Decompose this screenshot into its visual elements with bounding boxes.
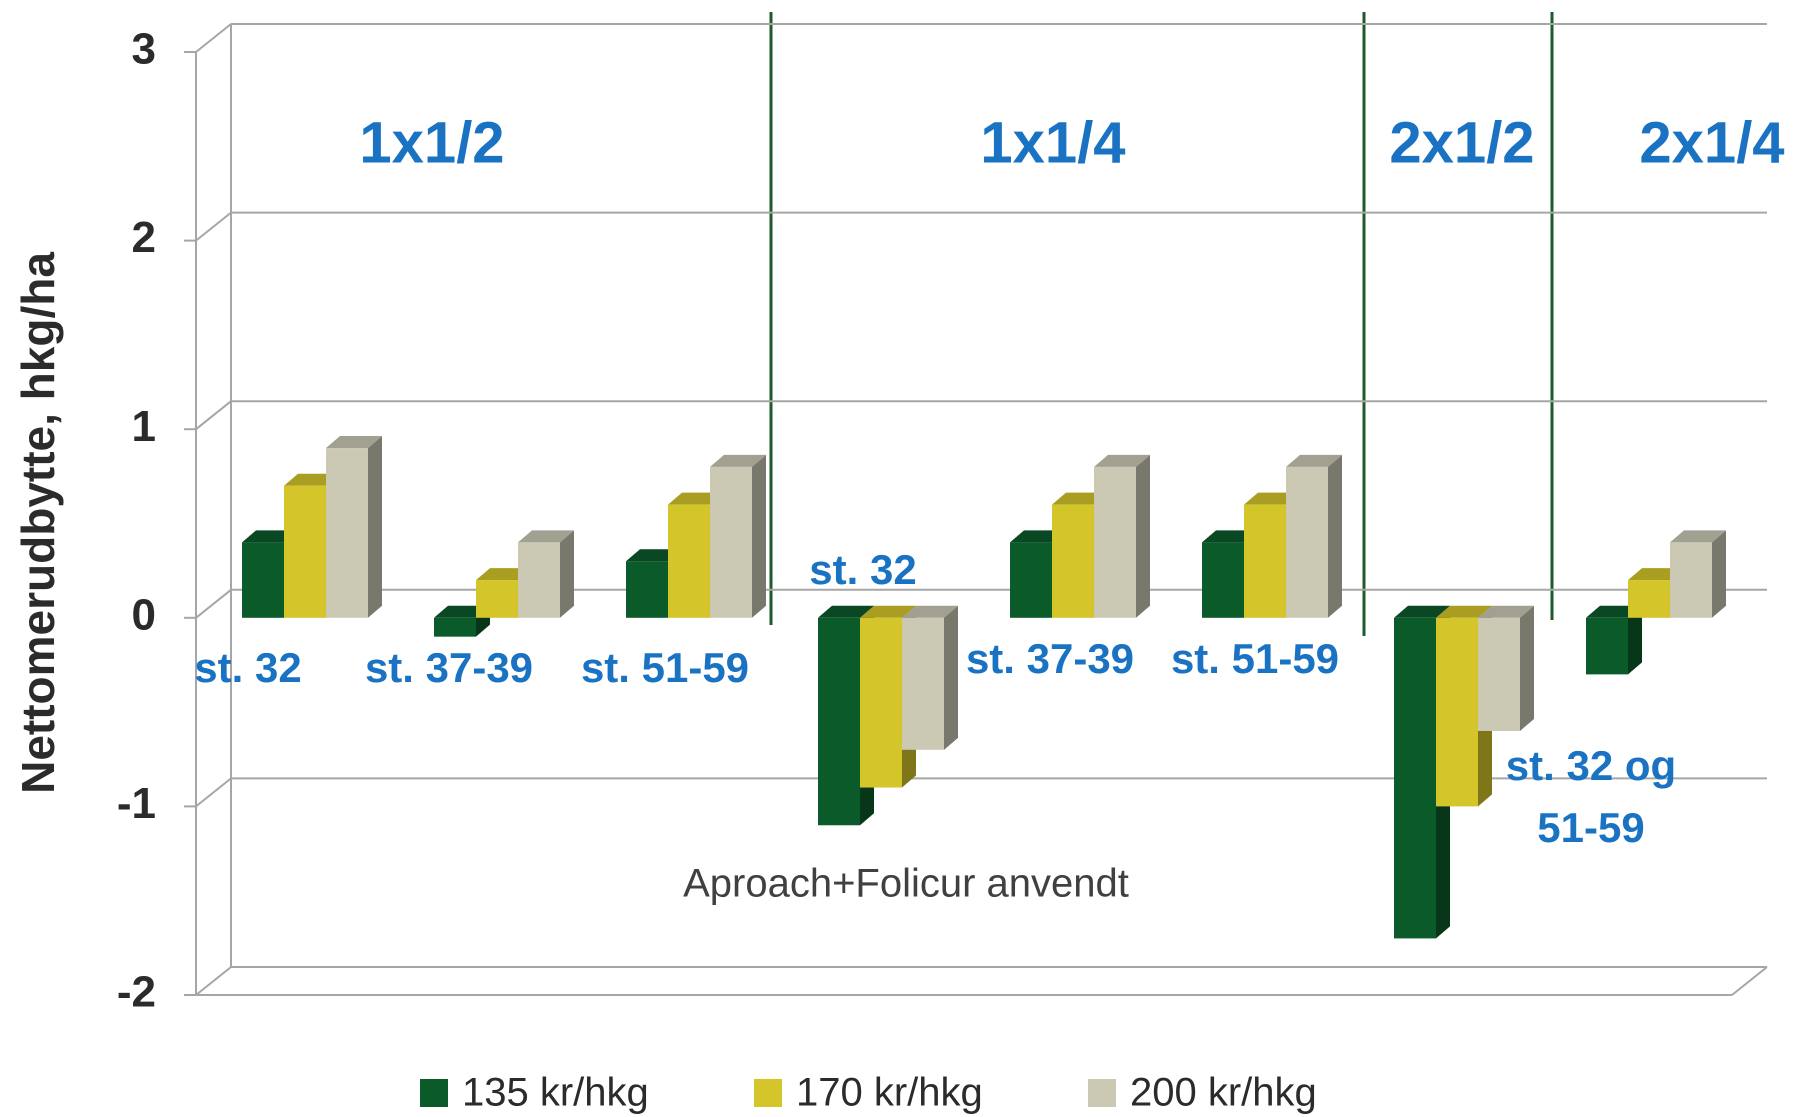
y-tick-label: -2 <box>117 968 156 1017</box>
bar <box>1052 504 1094 618</box>
y-axis-label: Nettomerudbytte, hkg/ha <box>12 252 64 794</box>
floor-right <box>1731 966 1768 996</box>
grid-diagonal <box>195 777 232 808</box>
y-tick-label: -1 <box>117 779 156 828</box>
bar-top <box>902 605 958 618</box>
category-label: st. 51-59 <box>1170 635 1340 682</box>
legend-swatch <box>754 1079 782 1107</box>
category-label: st. 51-59 <box>580 644 750 691</box>
bar-top <box>326 436 382 449</box>
bar <box>902 617 944 750</box>
section-label: 1x1/2 <box>359 110 504 175</box>
annotation: Aproach+Folicur anvendt <box>683 862 1129 906</box>
grid-diagonal <box>195 966 232 996</box>
bar-top <box>710 454 766 467</box>
bar <box>1670 542 1712 618</box>
bar-top <box>818 605 874 618</box>
legend-label: 135 kr/hkg <box>462 1071 649 1115</box>
bar-side <box>1628 605 1642 675</box>
bar <box>860 617 902 788</box>
y-tick-label: 1 <box>132 402 156 451</box>
bar-top <box>1394 605 1450 618</box>
bar-side <box>944 605 958 750</box>
category-label: st. 32 og 51-59 <box>1505 742 1677 851</box>
bar <box>1394 617 1436 939</box>
bar-side <box>368 436 382 618</box>
bar <box>326 448 368 618</box>
bar <box>668 504 710 618</box>
bar-side <box>1328 454 1342 618</box>
bar-top <box>1286 454 1342 467</box>
grid-diagonal <box>195 211 232 242</box>
section-label: 2x1/2 <box>1389 110 1534 175</box>
bar <box>518 542 560 618</box>
y-tick-label: 2 <box>132 213 156 262</box>
bar <box>1202 542 1244 618</box>
y-tick-label: 0 <box>132 590 156 639</box>
category-label: st. 37-39 <box>965 635 1135 682</box>
bar <box>1244 504 1286 618</box>
legend-label: 200 kr/hkg <box>1130 1071 1317 1115</box>
category-label: st. 32 <box>809 546 917 593</box>
bar <box>1094 466 1136 618</box>
legend-swatch <box>1088 1079 1116 1107</box>
legend-swatch <box>420 1079 448 1107</box>
bar-side <box>1520 605 1534 731</box>
bar <box>626 561 668 618</box>
section-separators <box>769 12 1554 636</box>
section-label: 1x1/4 <box>980 110 1125 175</box>
bar-top <box>860 605 916 618</box>
grid-diagonal <box>195 400 232 430</box>
bar-top <box>1094 454 1150 467</box>
bar-side <box>1712 530 1726 618</box>
bar <box>1286 466 1328 618</box>
bar <box>710 466 752 618</box>
bar <box>1628 580 1670 618</box>
bar <box>476 580 518 618</box>
bar <box>1586 617 1628 675</box>
section-label: 2x1/4 <box>1639 110 1784 175</box>
bar-side <box>1136 454 1150 618</box>
bar-top <box>1478 605 1534 618</box>
legend-label: 170 kr/hkg <box>796 1071 983 1115</box>
bar-side <box>752 454 766 618</box>
bar <box>818 617 860 826</box>
bar <box>242 542 284 618</box>
bar <box>1436 617 1478 807</box>
bar-side <box>560 530 574 618</box>
bar <box>1478 617 1520 731</box>
bar <box>284 485 326 618</box>
bar-top <box>1670 530 1726 543</box>
category-label: st. 37-39 <box>364 644 534 691</box>
bar <box>434 617 476 637</box>
grid-diagonal <box>195 589 232 619</box>
category-label: st. 32 <box>194 644 302 691</box>
bar-top <box>518 530 574 543</box>
bar <box>1010 542 1052 618</box>
grid-diagonal <box>195 23 232 53</box>
y-tick-label: 3 <box>132 25 156 74</box>
bar-top <box>1436 605 1492 618</box>
